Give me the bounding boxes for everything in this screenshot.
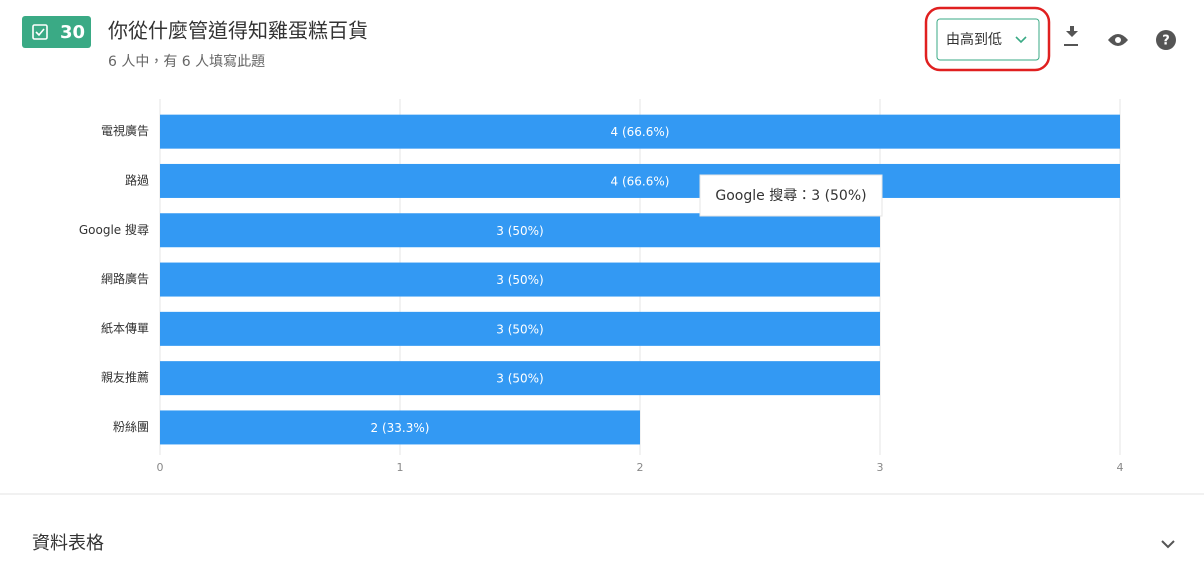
bar — [160, 213, 880, 248]
sort-select-label: 由高到低 — [946, 31, 1002, 48]
bar-chart: 0 1 2 3 4 電視廣告 4 (66.6%) 路過 4 (66.6%) Google 搜尋 3 … — [79, 99, 1124, 474]
x-tick-label: 4 — [1117, 461, 1124, 474]
highlight-outline — [924, 6, 1051, 72]
x-tick-label: 0 — [157, 461, 164, 474]
help-button[interactable]: ? — [1156, 30, 1176, 50]
y-tick-label: 親友推薦 — [101, 371, 149, 385]
check-icon — [35, 28, 45, 37]
question-subtitle: 6 人中，有 6 人填寫此題 — [108, 53, 265, 70]
bar-value-label: 3 (50%) — [496, 273, 543, 287]
bar — [160, 410, 640, 445]
bar-value-label: 4 (66.6%) — [611, 125, 670, 139]
y-tick-label: 粉絲團 — [113, 419, 149, 434]
download-button[interactable] — [1064, 26, 1078, 46]
y-tick-label: 電視廣告 — [101, 123, 149, 138]
y-tick-label: Google 搜尋 — [79, 223, 149, 237]
tooltip-box — [699, 174, 883, 217]
bar-value-label: 3 (50%) — [496, 322, 543, 336]
bar — [160, 114, 1120, 149]
bar — [160, 311, 880, 346]
y-tick-label: 路過 — [125, 172, 149, 187]
bar-value-label: 3 (50%) — [496, 224, 543, 238]
bar-value-label: 3 (50%) — [496, 372, 543, 386]
bar — [160, 361, 880, 396]
bar-value-label: 2 (33.3%) — [371, 421, 430, 435]
preview-button[interactable] — [1108, 34, 1128, 46]
badge-number: 30 — [60, 22, 85, 43]
bar — [160, 262, 880, 297]
sort-select[interactable] — [936, 18, 1040, 61]
x-tick-label: 1 — [397, 461, 404, 474]
help-icon — [1156, 30, 1176, 50]
tooltip: Google 搜尋：3 (50%) — [699, 174, 883, 217]
select-chevron — [1015, 36, 1027, 44]
x-tick-label: 2 — [637, 461, 644, 474]
help-mark: ? — [1162, 34, 1170, 49]
section-title: 資料表格 — [32, 533, 104, 554]
x-tick-label: 3 — [877, 461, 884, 474]
y-tick-label: 網路廣告 — [101, 271, 149, 286]
bar-value-label: 4 (66.6%) — [611, 174, 670, 188]
question-title: 你從什麼管道得知雞蛋糕百貨 — [108, 19, 368, 43]
y-tick-label: 紙本傳單 — [101, 320, 149, 335]
check-box-icon — [32, 24, 48, 40]
expand-button[interactable] — [1161, 540, 1175, 549]
tooltip-text: Google 搜尋：3 (50%) — [715, 188, 866, 204]
eye-pupil — [1115, 37, 1121, 43]
bar — [160, 163, 1120, 198]
badge — [22, 16, 91, 48]
